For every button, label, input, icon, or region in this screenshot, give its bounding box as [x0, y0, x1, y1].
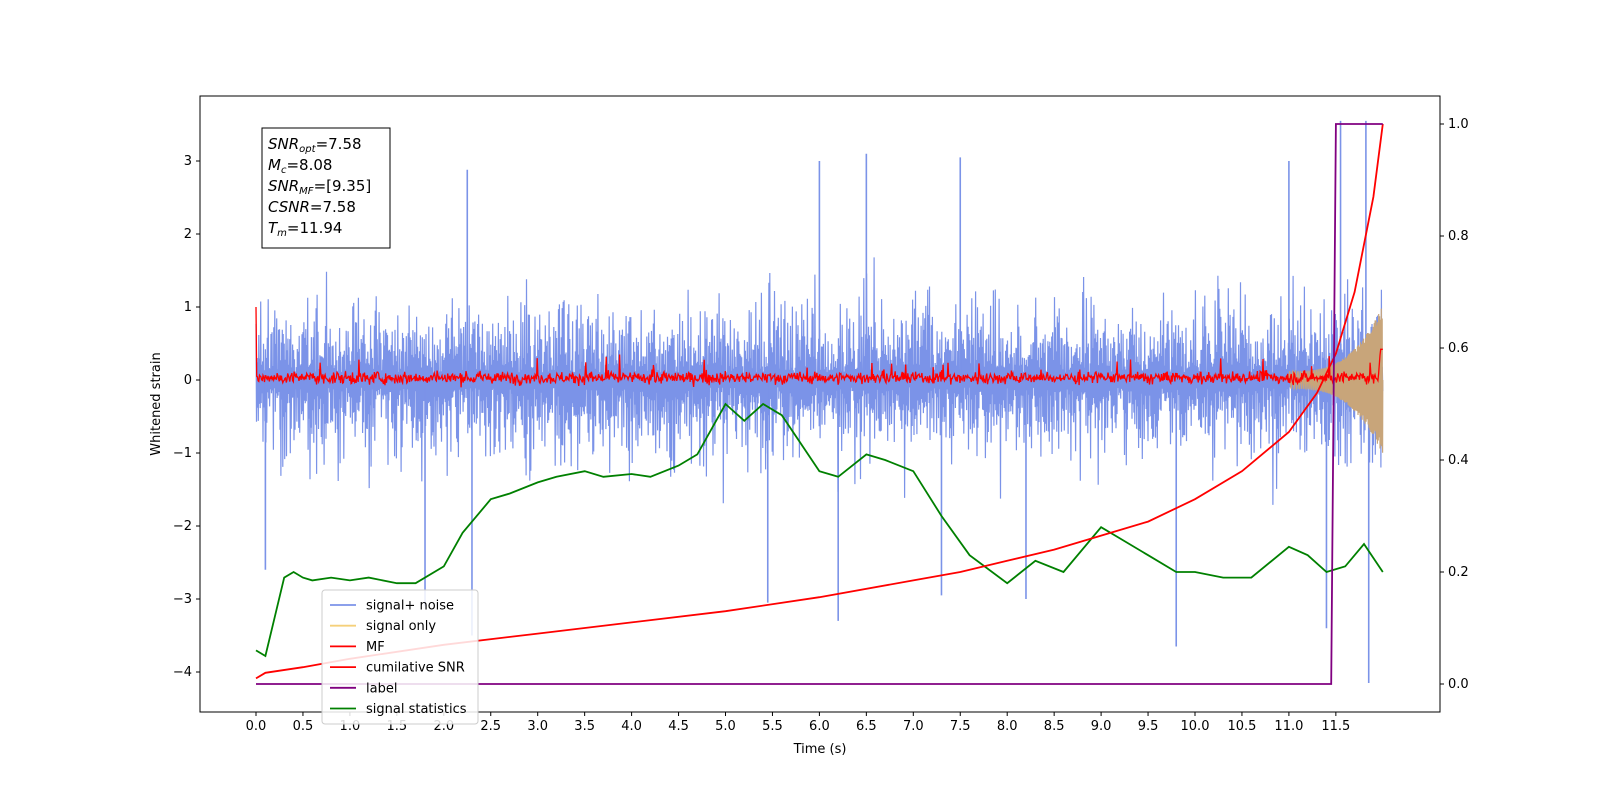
annotation-line-0: SNRopt=7.58 [268, 135, 362, 155]
annotation-line-1: Mc=8.08 [268, 156, 332, 176]
x-tick-label: 8.0 [997, 719, 1018, 734]
y-right-tick-label: 0.4 [1448, 453, 1469, 468]
x-tick-label: 7.0 [903, 719, 924, 734]
y-left-tick-label: 2 [184, 227, 192, 242]
x-tick-label: 5.5 [762, 719, 783, 734]
series-layer [255, 120, 1384, 685]
y-right-tick-label: 0.0 [1448, 677, 1469, 692]
x-tick-label: 10.5 [1227, 719, 1256, 734]
y-left-tick-label: −3 [173, 592, 192, 607]
x-tick-label: 9.0 [1091, 719, 1112, 734]
legend-frame [321, 589, 479, 725]
x-tick-label: 7.5 [950, 719, 971, 734]
y-left-tick-label: −1 [173, 446, 192, 461]
x-tick-label: 3.5 [574, 719, 595, 734]
y-left-tick-label: 0 [184, 373, 192, 388]
annotation-line-3: CSNR=7.58 [268, 198, 356, 216]
y-right-tick-label: 0.8 [1448, 229, 1469, 244]
x-tick-label: 3.0 [527, 719, 548, 734]
x-tick-label: 6.0 [809, 719, 830, 734]
y-left-tick-label: 1 [184, 300, 192, 315]
x-tick-label: 11.5 [1321, 719, 1350, 734]
x-tick-label: 10.0 [1181, 719, 1210, 734]
annotation-line-4: Tm=11.94 [268, 219, 342, 239]
legend-label-1: signal only [366, 619, 436, 634]
axes-layer: 0.0 0.5 1.0 1.5 2.0 2.5 3.0 3.5 4.0 4.5 5.0 5.5 6.0 6… [173, 117, 1469, 734]
x-tick-label: 11.0 [1274, 719, 1303, 734]
y-left-tick-label: 3 [184, 154, 192, 169]
plot-frame [199, 95, 1441, 713]
x-tick-label: 9.5 [1138, 719, 1159, 734]
x-tick-label: 6.5 [856, 719, 877, 734]
y-left-tick-label: −2 [173, 519, 192, 534]
y-right-tick-label: 0.2 [1448, 565, 1469, 580]
annotation-frame [261, 127, 391, 249]
annotation-line-2: SNRMF=[9.35] [268, 177, 371, 197]
x-tick-label: 2.5 [480, 719, 501, 734]
legend-label-4: label [366, 681, 397, 696]
y-right-tick-label: 0.6 [1448, 341, 1469, 356]
legend-label-3: cumilative SNR [366, 661, 465, 676]
x-tick-label: 0.5 [293, 719, 314, 734]
y-right-tick-label: 1.0 [1448, 117, 1469, 132]
legend-label-2: MF [366, 640, 385, 655]
legend-label-5: signal statistics [366, 702, 467, 717]
x-tick-label: 0.0 [246, 719, 267, 734]
y-left-tick-label: −4 [173, 665, 192, 680]
series-mf [255, 306, 1383, 388]
legend: signal+ noise signal only MF cumilative SNR… [321, 589, 479, 725]
series-label [256, 123, 1383, 685]
x-tick-label: 5.0 [715, 719, 736, 734]
legend-label-0: signal+ noise [366, 599, 454, 614]
x-axis-label: Time (s) [793, 742, 847, 757]
x-tick-label: 4.5 [668, 719, 689, 734]
series-signal-statistics [255, 402, 1384, 658]
x-tick-label: 8.5 [1044, 719, 1065, 734]
x-tick-label: 4.0 [621, 719, 642, 734]
y-axis-label: Whitened strain [149, 352, 164, 455]
